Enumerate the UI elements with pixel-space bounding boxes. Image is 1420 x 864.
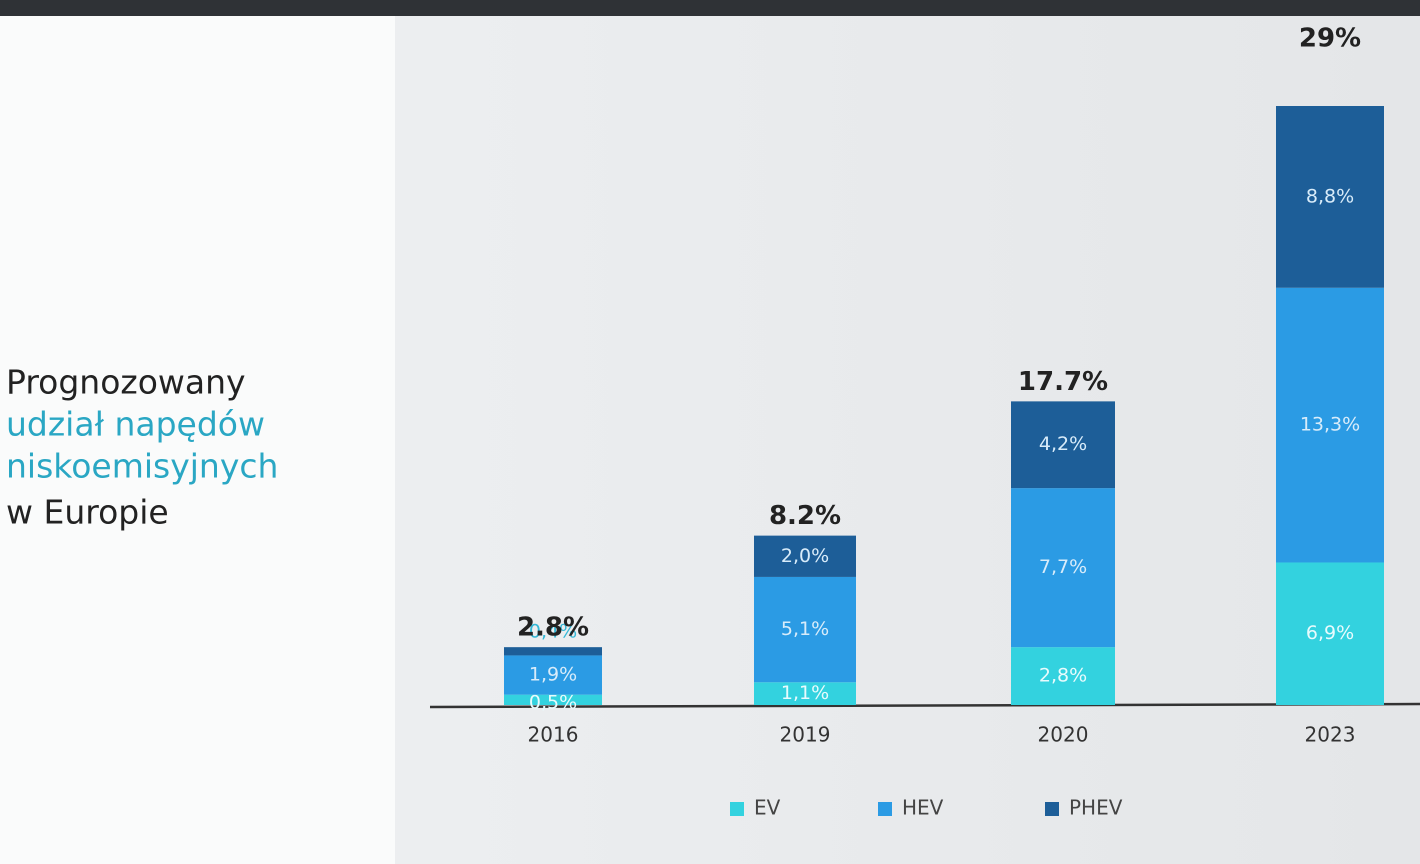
bar-segment bbox=[754, 682, 856, 705]
left-panel bbox=[0, 15, 395, 864]
value-label: 7,7% bbox=[1039, 556, 1087, 578]
bar-segment bbox=[504, 647, 602, 656]
bar-segment bbox=[1276, 562, 1384, 705]
bar-segment bbox=[1011, 488, 1115, 648]
bar-segment bbox=[1276, 287, 1384, 563]
title-line: niskoemisyjnych bbox=[6, 447, 278, 486]
bar-segment bbox=[504, 694, 602, 705]
legend-label: PHEV bbox=[1069, 796, 1123, 820]
bar-segment bbox=[1011, 401, 1115, 489]
title-line: w Europie bbox=[6, 493, 169, 532]
value-label: 1,9% bbox=[529, 664, 577, 686]
title-line: udział napędów bbox=[6, 405, 265, 444]
value-label: 2,0% bbox=[781, 545, 829, 567]
value-label: 6,9% bbox=[1306, 622, 1354, 644]
baseline bbox=[429, 702, 1420, 709]
x-tick-label: 2016 bbox=[528, 723, 579, 747]
x-tick-label: 2023 bbox=[1305, 723, 1356, 747]
bar-segment bbox=[504, 655, 602, 695]
total-label: 17.7% bbox=[1018, 367, 1108, 397]
legend-swatch bbox=[878, 802, 892, 816]
value-label: 4,2% bbox=[1039, 433, 1087, 455]
value-label: 8,8% bbox=[1306, 185, 1354, 207]
title-line: Prognozowany bbox=[6, 363, 246, 402]
legend-label: HEV bbox=[902, 796, 944, 820]
bar-segment bbox=[1276, 106, 1384, 288]
total-label: 29% bbox=[1299, 24, 1361, 54]
value-label: 0,4% bbox=[529, 621, 577, 643]
x-tick-label: 2020 bbox=[1038, 723, 1089, 747]
top-edge bbox=[0, 0, 1420, 16]
x-tick-label: 2019 bbox=[780, 723, 831, 747]
bar-segment bbox=[1011, 647, 1115, 705]
value-label: 1,1% bbox=[781, 682, 829, 704]
value-label: 5,1% bbox=[781, 618, 829, 640]
legend-label: EV bbox=[754, 796, 781, 820]
legend-swatch bbox=[730, 802, 744, 816]
total-label: 2.8% bbox=[517, 613, 589, 643]
value-label: 0,5% bbox=[529, 691, 577, 713]
value-label: 13,3% bbox=[1300, 414, 1360, 436]
legend-swatch bbox=[1045, 802, 1059, 816]
bar-segment bbox=[754, 535, 856, 577]
value-label: 2,8% bbox=[1039, 665, 1087, 687]
total-label: 8.2% bbox=[769, 501, 841, 531]
bar-segment bbox=[754, 576, 856, 683]
